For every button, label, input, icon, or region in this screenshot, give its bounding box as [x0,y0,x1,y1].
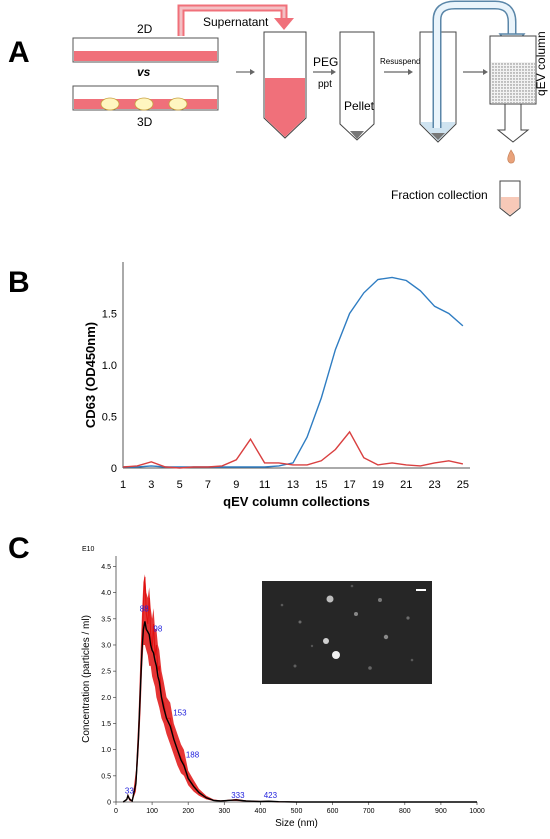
x-tick-label: 9 [233,479,239,491]
panel-c-letter: C [8,532,30,565]
series-line-mean [122,621,477,803]
peak-label: 33 [125,787,134,796]
label-2d: 2D [137,22,153,36]
label-pellet: Pellet [344,99,375,113]
series-line-0 [123,276,464,468]
x-tick-label: 0 [114,808,118,815]
spheroid-icon [100,97,120,111]
tube-supernatant [263,31,307,139]
x-tick-label: 5 [177,479,183,491]
y-tick-label: 0.5 [101,773,111,780]
y-tick-label: 1.5 [102,309,117,321]
x-tick-label: 700 [363,808,375,815]
peak-label: 423 [264,791,278,800]
fraction-tube [499,180,521,217]
spheroid-icon [168,97,188,111]
x-tick-label: 3 [148,479,154,491]
arrow-right-icon [463,69,488,75]
y-axis-title: Concentration (particles / ml) [81,615,92,743]
chart-nta: 0 0.5 1.0 1.5 2.0 2.5 3.0 3.5 4.0 4.5 0 100 200 300 40… [81,546,485,829]
x-tick-label: 400 [255,808,267,815]
peak-label: 88 [140,605,149,614]
qev-column [489,35,537,143]
x-tick-label: 200 [182,808,194,815]
x-tick-label: 100 [146,808,158,815]
nta-micrograph [262,581,432,684]
panel-a-letter: A [8,36,30,69]
y-tick-label: 3.0 [101,642,111,649]
x-tick-label: 17 [343,479,355,491]
x-axis-title: Size (nm) [275,818,318,829]
label-ppt: ppt [318,79,332,90]
x-tick-label: 15 [315,479,327,491]
label-peg: PEG [313,55,338,69]
arrow-right-icon [384,69,413,75]
x-tick-label: 500 [291,808,303,815]
label-3d: 3D [137,115,153,129]
x-tick-label: 1 [120,479,126,491]
x-axis-title: qEV column collections [223,494,370,509]
x-tick-label: 21 [400,479,412,491]
x-tick-label: 25 [457,479,469,491]
x-tick-label: 23 [428,479,440,491]
label-qev-column: qEV column [534,31,548,96]
label-resuspend: Resuspend [380,57,420,66]
dish-2d [72,37,219,63]
y-tick-label: 4.0 [101,590,111,597]
panel-b-letter: B [8,266,30,299]
x-tick-label: 1000 [469,808,485,815]
x-tick-label: 600 [327,808,339,815]
dish-3d [72,85,219,111]
y-tick-label: 0 [111,463,117,475]
y-tick-label: 1.5 [101,721,111,728]
y-multiplier-label: E10 [82,546,95,553]
label-vs: vs [137,65,151,79]
y-tick-label: 1.0 [102,360,117,372]
y-tick-label: 0 [107,800,111,807]
arrow-right-icon [236,69,255,75]
arrow-right-icon [313,69,336,75]
supernatant-arrow-icon [177,4,294,36]
y-tick-label: 2.0 [101,695,111,702]
label-fraction-collection: Fraction collection [391,188,488,202]
y-tick-label: 3.5 [101,616,111,623]
x-tick-label: 900 [435,808,447,815]
series-line-1 [122,430,464,469]
x-tick-label: 300 [218,808,230,815]
peak-label: 153 [173,709,187,718]
y-tick-label: 4.5 [101,564,111,571]
media-2d [74,51,217,61]
x-tick-label: 800 [399,808,411,815]
peak-label: 333 [231,791,245,800]
x-tick-label: 7 [205,479,211,491]
drop-icon [507,149,515,164]
tube-pellet [339,31,375,141]
y-tick-label: 2.5 [101,669,111,676]
x-tick-label: 13 [287,479,299,491]
x-tick-label: 11 [259,479,270,491]
y-axis-title: CD63 (OD450nm) [83,322,98,428]
peak-label: 98 [153,624,162,633]
y-tick-label: 0.5 [102,412,117,424]
y-tick-label: 1.0 [101,747,111,754]
label-supernatant: Supernatant [203,15,269,29]
peak-label: 188 [186,751,200,760]
spheroid-icon [134,97,154,111]
x-tick-label: 19 [372,479,384,491]
